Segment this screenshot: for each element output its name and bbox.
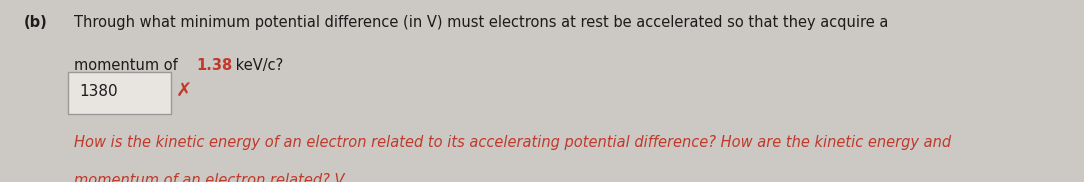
Text: momentum of: momentum of: [74, 58, 182, 73]
Text: keV/c?: keV/c?: [231, 58, 283, 73]
FancyBboxPatch shape: [68, 72, 171, 114]
Text: Through what minimum potential difference (in V) must electrons at rest be accel: Through what minimum potential differenc…: [74, 15, 888, 29]
Text: 1.38: 1.38: [196, 58, 232, 73]
Text: (b): (b): [24, 15, 48, 29]
Text: ✗: ✗: [176, 82, 192, 100]
Text: 1380: 1380: [79, 84, 118, 98]
Text: How is the kinetic energy of an electron related to its accelerating potential d: How is the kinetic energy of an electron…: [74, 135, 951, 150]
Text: momentum of an electron related? V: momentum of an electron related? V: [74, 173, 345, 182]
